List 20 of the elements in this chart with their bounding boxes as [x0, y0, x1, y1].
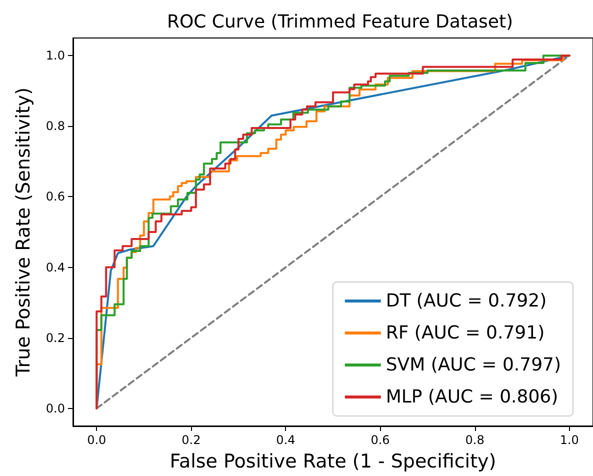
y-tick-label: 0.0 [46, 401, 65, 416]
x-tick-label: 0.6 [370, 433, 390, 447]
line-series [96, 54, 570, 410]
y-tick-label: 0.4 [46, 260, 65, 274]
x-tick-label: 0.8 [465, 433, 484, 447]
x-tick-label: 1.0 [560, 433, 579, 447]
x-axis-title: False Positive Rate (1 - Specificity) [170, 450, 496, 472]
y-tick-label: 1.0 [46, 48, 65, 63]
y-tick-label: 0.2 [46, 330, 65, 345]
legend-label: MLP (AUC = 0.806) [386, 386, 558, 408]
legend-label: SVM (AUC = 0.797) [386, 354, 562, 376]
legend-label: DT (AUC = 0.792) [386, 290, 547, 312]
x-tick-label: 0.2 [182, 433, 201, 447]
y-tick-label: 0.6 [46, 190, 65, 204]
y-axis-title: True Positive Rate (Sensitivity) [12, 87, 34, 378]
x-tick-label: 0.4 [276, 433, 296, 447]
x-tick-label: 0.0 [87, 433, 106, 447]
y-tick-label: 0.8 [46, 119, 65, 134]
legend-label: RF (AUC = 0.791) [386, 322, 545, 344]
chart-title: ROC Curve (Trimmed Feature Dataset) [166, 12, 514, 32]
